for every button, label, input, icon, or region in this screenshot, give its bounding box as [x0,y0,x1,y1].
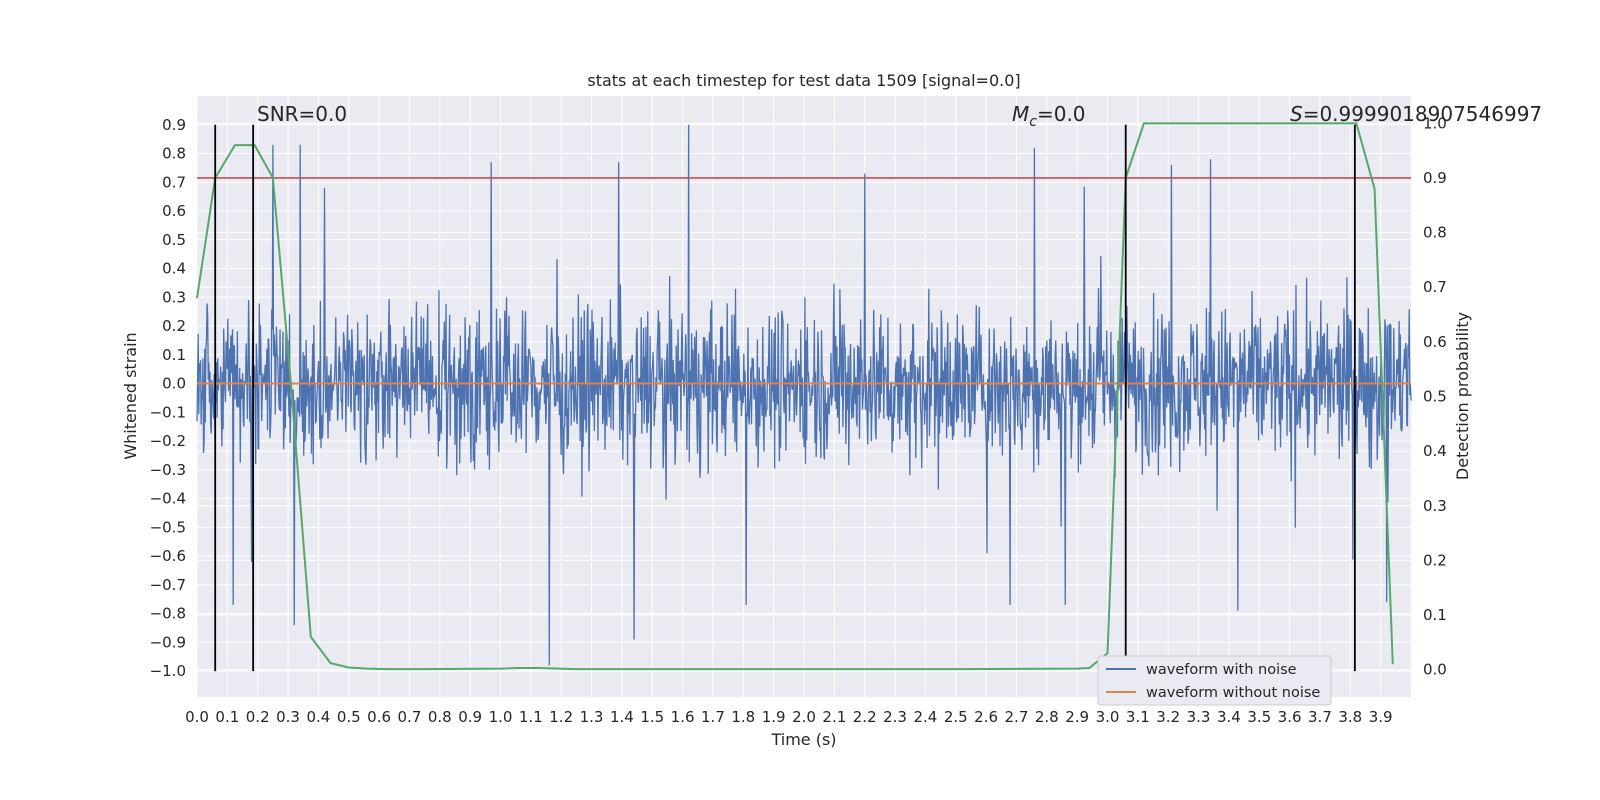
snr-annotation: SNR=0.0 [257,102,347,126]
legend-label-with-noise: waveform with noise [1146,662,1297,678]
x-tick-label: 1.8 [731,708,755,726]
y2-tick-label: 0.0 [1423,661,1447,679]
y2-tick-label: 0.1 [1423,606,1447,624]
y2-tick-label: 0.7 [1423,278,1447,296]
x-tick-label: 1.4 [610,708,634,726]
x-tick-label: 3.0 [1096,708,1120,726]
y2-tick-label: 0.4 [1423,442,1447,460]
x-tick-label: 3.3 [1187,708,1211,726]
y-axis-label: Whitened strain [121,332,140,459]
x-tick-label: 1.7 [701,708,725,726]
x-tick-label: 1.9 [762,708,786,726]
y2-tick-label: 0.2 [1423,551,1447,569]
x-tick-label: 2.7 [1005,708,1029,726]
y-tick-label: 0.2 [162,317,186,335]
x-tick-label: 3.7 [1308,708,1332,726]
x-tick-label: 1.2 [549,708,573,726]
x-tick-label: 3.6 [1278,708,1302,726]
legend: waveform with noise waveform without noi… [1097,655,1332,706]
y2-tick-label: 0.6 [1423,333,1447,351]
score-value: =0.9999018907546997 [1303,102,1542,126]
x-tick-label: 0.4 [306,708,330,726]
score-symbol: S [1290,102,1303,126]
y-tick-label: −0.4 [150,490,186,508]
x-axis-label: Time (s) [770,730,836,749]
y-tick-label: −0.1 [150,403,186,421]
legend-box [1097,655,1332,706]
y-tick-label: −0.9 [150,633,186,651]
detection-probability-line [196,122,1394,671]
y-axis-ticks: 0.9 0.8 0.7 0.6 0.5 0.4 0.3 0.2 0.1 0.0 −0.1 −0.2 −0… [150,116,186,680]
chart-title: stats at each timestep for test data 150… [587,71,1020,90]
y2-tick-label: 0.9 [1423,169,1447,187]
x-tick-label: 3.4 [1217,708,1241,726]
x-tick-label: 2.2 [853,708,877,726]
series-lines [196,122,1411,671]
x-tick-label: 1.1 [519,708,543,726]
x-tick-label: 3.1 [1126,708,1150,726]
y2-tick-label: 0.3 [1423,497,1447,515]
chirp-mass-symbol: M [1012,102,1029,126]
chirp-mass-value: =0.0 [1037,102,1086,126]
x-tick-label: 0.3 [276,708,300,726]
y-tick-label: −0.2 [150,432,186,450]
x-tick-label: 2.3 [883,708,907,726]
x-tick-label: 0.5 [337,708,361,726]
y-tick-label: −0.6 [150,547,186,565]
y-tick-label: 0.6 [162,202,186,220]
y-tick-label: −0.5 [150,518,186,536]
y-tick-label: 0.0 [162,375,186,393]
y2-tick-label: 1.0 [1423,114,1447,132]
chirp-mass-annotation: Mc=0.0 [1012,102,1086,130]
y-tick-label: −0.7 [150,576,186,594]
x-tick-label: 0.8 [428,708,452,726]
x-tick-label: 0.6 [367,708,391,726]
y-tick-label: 0.4 [162,260,186,278]
y-tick-label: −0.3 [150,461,186,479]
x-tick-label: 0.2 [246,708,270,726]
y-tick-label: 0.9 [162,116,186,134]
y-tick-label: 0.7 [162,173,186,191]
x-tick-label: 3.2 [1156,708,1180,726]
x-tick-label: 1.5 [640,708,664,726]
x-tick-label: 3.5 [1247,708,1271,726]
y2-axis-ticks: 1.0 0.9 0.8 0.7 0.6 0.5 0.4 0.3 0.2 0.1 0.0 [1423,114,1447,678]
x-tick-label: 0.7 [398,708,422,726]
x-axis-ticks: 0.0 0.1 0.2 0.3 0.4 0.5 0.6 0.7 0.8 0.9 1.0 1.1 1.2 1… [185,708,1393,726]
y-tick-label: −0.8 [150,605,186,623]
y-tick-label: 0.3 [162,288,186,306]
y2-tick-label: 0.5 [1423,388,1447,406]
y-tick-label: 0.5 [162,231,186,249]
x-tick-label: 0.9 [458,708,482,726]
y-tick-label: −1.0 [150,662,186,680]
legend-label-without-noise: waveform without noise [1146,685,1320,701]
x-tick-label: 1.3 [580,708,604,726]
x-tick-label: 2.9 [1065,708,1089,726]
x-tick-label: 0.0 [185,708,209,726]
x-tick-label: 0.1 [215,708,239,726]
x-tick-label: 2.4 [913,708,937,726]
y-tick-label: 0.1 [162,346,186,364]
x-tick-label: 2.5 [944,708,968,726]
chirp-mass-subscript: c [1029,114,1037,130]
y-tick-label: 0.8 [162,145,186,163]
score-annotation: S=0.9999018907546997 [1290,102,1542,126]
x-tick-label: 2.0 [792,708,816,726]
x-tick-label: 2.6 [974,708,998,726]
x-tick-label: 1.6 [671,708,695,726]
y2-tick-label: 0.8 [1423,224,1447,242]
y2-axis-label: Detection probability [1453,312,1472,480]
x-tick-label: 2.8 [1035,708,1059,726]
series-waveform-with-noise [196,124,1412,666]
x-tick-label: 3.8 [1338,708,1362,726]
x-tick-label: 1.0 [489,708,513,726]
waveform-with-noise-line [196,124,1412,666]
x-tick-label: 3.9 [1369,708,1393,726]
marker-lines [214,124,1356,672]
x-tick-label: 2.1 [822,708,846,726]
